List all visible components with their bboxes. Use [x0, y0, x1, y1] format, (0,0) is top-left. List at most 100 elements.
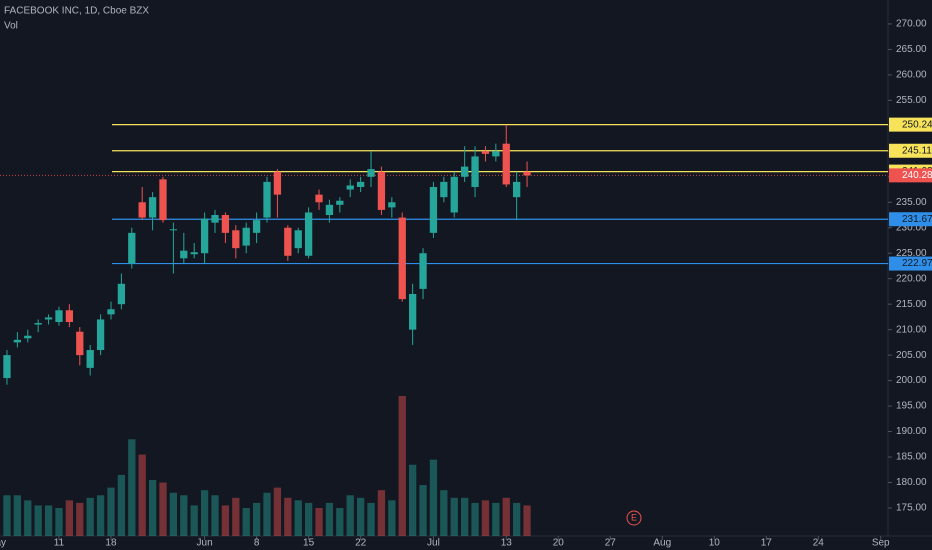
x-tick-label: Jun — [197, 538, 213, 549]
level-label: 245.11 — [902, 145, 932, 156]
y-tick-label: 265.00 — [896, 44, 927, 55]
volume-bar — [408, 464, 417, 536]
volume-bar — [273, 487, 282, 536]
candle-body — [86, 350, 94, 368]
candle-body — [211, 215, 219, 223]
x-tick-label: 17 — [761, 538, 773, 549]
volume-bar — [294, 500, 302, 536]
volume-bar — [24, 500, 32, 536]
volume-label: Vol — [4, 21, 18, 32]
earnings-label[interactable]: E — [631, 512, 637, 522]
candle-body — [117, 283, 126, 305]
x-tick-label: 27 — [605, 538, 617, 549]
candle-body — [148, 197, 157, 218]
y-tick-label: 205.00 — [896, 350, 927, 361]
volume-bar — [34, 505, 42, 536]
volume-bar — [481, 500, 490, 536]
x-tick-label: 15 — [303, 538, 315, 549]
volume-bar — [450, 497, 458, 536]
volume-bar — [200, 490, 209, 536]
y-tick-label: 195.00 — [896, 401, 927, 412]
candle-body — [408, 293, 417, 330]
candle-body — [481, 151, 490, 154]
volume-bar — [86, 497, 94, 536]
volume-bar — [180, 495, 188, 536]
candle-body — [34, 323, 42, 325]
volume-bar — [65, 500, 74, 536]
candle-body — [232, 230, 240, 249]
volume-bar — [76, 502, 84, 536]
volume-bar — [356, 497, 365, 536]
level-label: 231.67 — [902, 214, 932, 225]
candle-body — [76, 331, 84, 356]
candle-body — [502, 143, 510, 185]
candle-body — [24, 335, 32, 339]
volume-bar — [315, 508, 323, 536]
volume-bar — [346, 495, 354, 536]
level-tag — [889, 256, 932, 271]
volume-bar — [388, 500, 396, 536]
volume-bar — [263, 492, 271, 536]
candle-body — [461, 166, 469, 177]
volume-bar — [461, 497, 469, 536]
volume-bar — [502, 497, 510, 536]
volume-bar — [221, 505, 230, 536]
volume-bar — [429, 459, 438, 536]
candle-body — [336, 200, 344, 205]
x-tick-label: 24 — [813, 538, 825, 549]
last-price-label: 240.28 — [902, 170, 932, 181]
y-tick-label: 260.00 — [896, 70, 927, 81]
y-tick-label: 220.00 — [896, 273, 927, 284]
volume-bar — [159, 482, 167, 536]
candle-body — [96, 319, 105, 351]
candle-body — [55, 310, 63, 323]
volume-bar — [128, 439, 136, 536]
volume-bar — [471, 502, 479, 536]
volume-bar — [492, 502, 500, 536]
candle-body — [200, 218, 209, 254]
candle-body — [3, 355, 11, 379]
volume-bar — [336, 508, 344, 536]
candle-body — [242, 227, 250, 246]
volume-bar — [523, 505, 531, 536]
x-tick-label: May — [0, 538, 6, 549]
candle-body — [180, 250, 188, 259]
x-tick-label: 13 — [501, 538, 513, 549]
level-tag — [889, 212, 932, 227]
candle-body — [429, 186, 438, 233]
candle-body — [65, 310, 74, 323]
x-tick-label: 10 — [709, 538, 721, 549]
volume-bar — [148, 480, 157, 536]
volume-bar — [107, 487, 115, 536]
y-tick-label: 225.00 — [896, 248, 927, 259]
x-tick-label: Sep — [872, 538, 890, 549]
candle-body — [346, 185, 354, 190]
volume-bar — [232, 497, 240, 536]
candle-body — [169, 229, 178, 231]
candle-body — [398, 217, 406, 300]
y-tick-label: 235.00 — [896, 197, 927, 208]
y-tick-label: 215.00 — [896, 299, 927, 310]
candle-body — [190, 252, 198, 255]
candle-body — [263, 181, 271, 218]
volume-bar — [377, 490, 386, 536]
y-tick-label: 270.00 — [896, 19, 927, 30]
candle-body — [492, 151, 500, 157]
candle-body — [304, 212, 313, 256]
volume-bar — [304, 502, 313, 536]
candle-body — [325, 204, 334, 216]
candle-body — [159, 179, 167, 221]
earnings-marker[interactable] — [626, 510, 642, 526]
volume-bar — [242, 508, 250, 536]
volume-bar — [44, 505, 53, 536]
x-tick-label: Aug — [653, 538, 671, 549]
y-tick-label: 180.00 — [896, 477, 927, 488]
candle-body — [13, 339, 22, 343]
y-tick-label: 255.00 — [896, 95, 927, 106]
candle-body — [138, 202, 146, 218]
volume-bar — [211, 495, 219, 536]
candle-body — [450, 176, 458, 213]
volume-bar — [513, 502, 521, 536]
volume-bar — [367, 502, 375, 536]
